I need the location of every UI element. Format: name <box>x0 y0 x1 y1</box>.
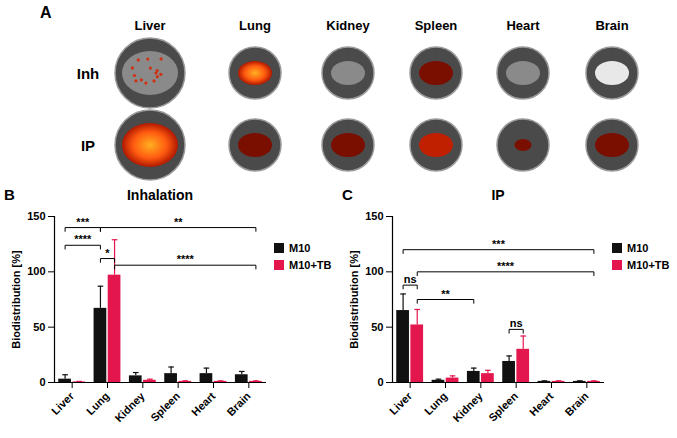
svg-text:ns: ns <box>510 317 523 329</box>
svg-text:***: *** <box>492 238 506 250</box>
svg-text:IP: IP <box>81 137 95 154</box>
svg-text:Liver: Liver <box>387 389 415 417</box>
svg-text:100: 100 <box>365 265 383 277</box>
svg-text:100: 100 <box>27 265 45 277</box>
html-text:M10: M10 <box>627 242 649 254</box>
svg-text:Kidney: Kidney <box>326 18 370 33</box>
svg-text:Inh: Inh <box>77 65 100 82</box>
svg-text:Lung: Lung <box>239 18 271 33</box>
html-text:M10+TB: M10+TB <box>627 259 670 271</box>
svg-text:**: ** <box>441 288 450 300</box>
html-text:B: B <box>4 186 15 203</box>
svg-text:Liver: Liver <box>134 18 165 33</box>
svg-text:Brain: Brain <box>562 390 591 419</box>
svg-text:Brain: Brain <box>224 390 253 419</box>
svg-text:A: A <box>40 4 52 21</box>
svg-text:150: 150 <box>365 210 383 222</box>
svg-text:****: **** <box>497 260 515 272</box>
html-text:C: C <box>342 186 353 203</box>
svg-text:Kidney: Kidney <box>112 389 147 424</box>
svg-text:****: **** <box>177 253 195 265</box>
html-text:IP: IP <box>491 187 505 203</box>
svg-text:***: *** <box>76 216 90 228</box>
svg-text:Brain: Brain <box>595 18 628 33</box>
svg-text:Spleen: Spleen <box>486 390 520 424</box>
svg-text:Heart: Heart <box>189 390 218 419</box>
svg-text:Biodistribution [%]: Biodistribution [%] <box>348 250 360 349</box>
svg-text:0: 0 <box>39 376 45 388</box>
svg-text:Spleen: Spleen <box>415 18 458 33</box>
svg-text:50: 50 <box>371 321 383 333</box>
svg-text:*: * <box>105 247 110 259</box>
svg-text:Heart: Heart <box>506 18 540 33</box>
svg-text:Heart: Heart <box>527 390 556 419</box>
html-text:M10+TB: M10+TB <box>289 259 332 271</box>
svg-text:150: 150 <box>27 210 45 222</box>
svg-text:50: 50 <box>33 321 45 333</box>
svg-text:Lung: Lung <box>84 390 111 417</box>
svg-text:Lung: Lung <box>422 390 449 417</box>
html-text:M10: M10 <box>289 242 311 254</box>
html-text:Inhalation: Inhalation <box>126 187 194 203</box>
svg-text:Spleen: Spleen <box>148 390 182 424</box>
svg-text:Biodistribution [%]: Biodistribution [%] <box>10 250 22 349</box>
svg-text:Liver: Liver <box>49 389 77 417</box>
svg-text:**: ** <box>174 216 183 228</box>
svg-text:0: 0 <box>377 376 383 388</box>
svg-text:****: **** <box>74 233 92 245</box>
svg-text:ns: ns <box>404 273 417 285</box>
svg-text:Kidney: Kidney <box>450 389 485 424</box>
